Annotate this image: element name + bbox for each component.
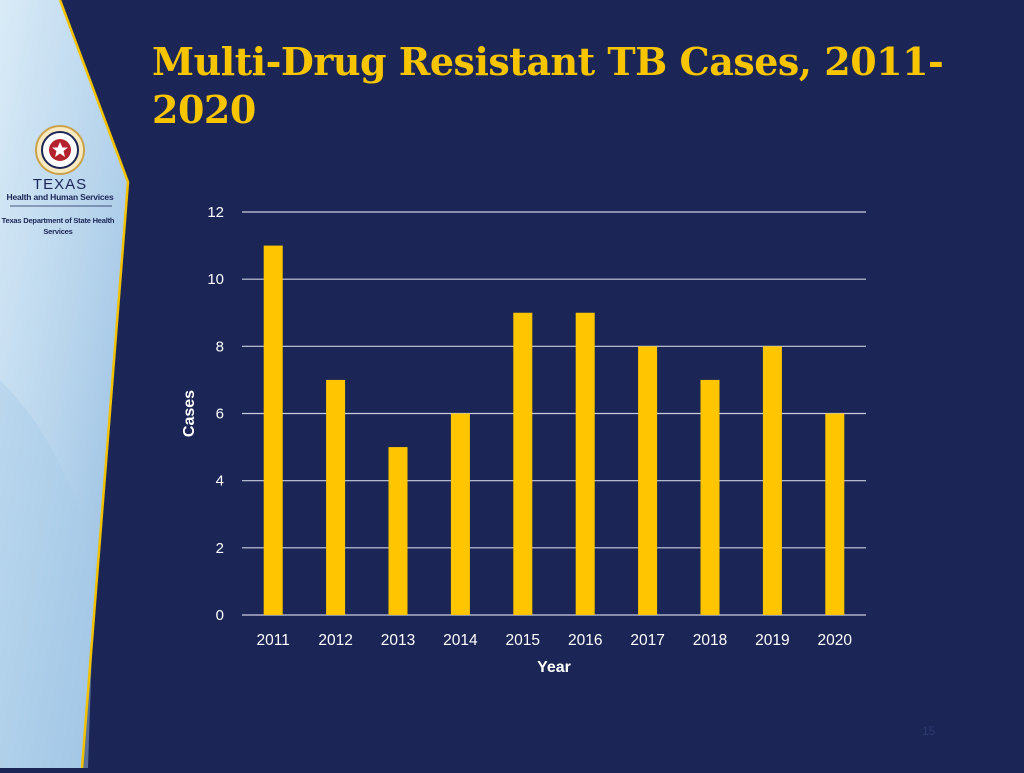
bar	[575, 312, 595, 615]
y-tick-label: 10	[207, 271, 224, 288]
page-number: 15	[922, 724, 936, 738]
bar	[825, 413, 845, 615]
y-tick-label: 12	[207, 204, 224, 221]
y-tick-label: 2	[216, 540, 224, 557]
y-tick-label: 6	[216, 406, 224, 423]
page-title: Multi-Drug Resistant TB Cases, 2011-2020	[152, 39, 944, 132]
bar	[638, 346, 658, 615]
x-tick-label: 2017	[630, 632, 664, 649]
bar	[513, 312, 533, 615]
x-axis-title: Year	[537, 659, 571, 676]
x-tick-label: 2014	[443, 632, 478, 649]
y-tick-label: 8	[216, 338, 224, 355]
x-tick-label: 2020	[818, 632, 853, 649]
bar	[762, 346, 782, 615]
bar	[326, 379, 346, 615]
state-seal-icon	[35, 125, 85, 175]
y-tick-label: 4	[216, 473, 224, 490]
bar	[700, 379, 720, 615]
x-tick-label: 2018	[693, 632, 727, 649]
sidebar-decoration: TEXAS Health and Human Services Texas De…	[0, 0, 140, 769]
bar	[388, 447, 408, 615]
sidebar-gold-edge	[58, 0, 130, 769]
sidebar-wave	[0, 380, 95, 768]
sidebar-graphic	[0, 0, 130, 769]
x-tick-label: 2016	[568, 632, 602, 649]
logo-dshs-text: Texas Department of State Health Service…	[1, 216, 115, 236]
y-axis-title: Cases	[181, 390, 198, 437]
x-tick-label: 2011	[257, 632, 290, 649]
bar	[450, 413, 470, 615]
y-tick-label: 0	[216, 607, 224, 624]
bar-chart: 0 2 4 6 8 10 12 2011 2012 2013 2014 2015 2016 2017 201…	[181, 204, 866, 676]
x-tick-label: 2015	[506, 632, 540, 649]
logo-hhs-text: Health and Human Services	[6, 192, 114, 202]
bar	[263, 245, 283, 615]
x-tick-label: 2012	[318, 632, 352, 649]
logo-texas-text: TEXAS	[32, 176, 88, 193]
x-tick-label: 2013	[381, 632, 415, 649]
x-tick-label: 2019	[755, 632, 789, 649]
